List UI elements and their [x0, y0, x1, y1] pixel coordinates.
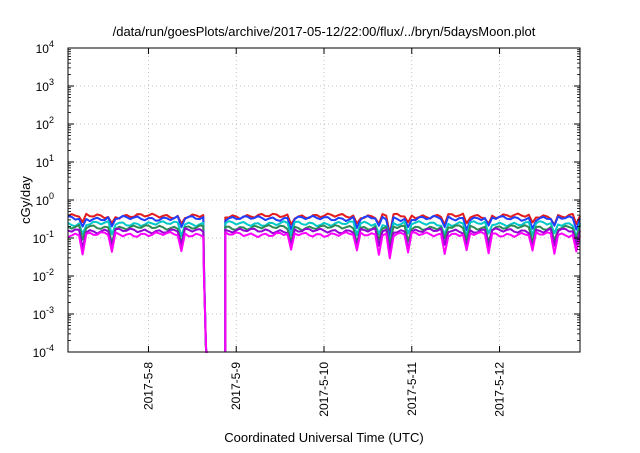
series-line — [67, 214, 581, 353]
x-tick-label: 2017-5-10 — [317, 362, 331, 417]
series-line — [67, 227, 581, 353]
y-tick-label: 104 — [36, 39, 54, 56]
series-lines — [67, 212, 581, 353]
x-tick-label: 2017-5-8 — [141, 362, 155, 410]
series-line — [67, 212, 581, 353]
y-tick-label: 10-2 — [33, 267, 54, 284]
y-tick-label: 101 — [36, 153, 54, 170]
chart-title: /data/run/goesPlots/archive/2017-05-12/2… — [113, 24, 536, 39]
y-tick-label: 103 — [36, 77, 54, 94]
y-axis: 10-4 10-3 10-2 10-1 100 101 102 103 104 — [33, 39, 580, 360]
x-tick-label: 2017-5-11 — [405, 362, 419, 416]
x-axis-label: Coordinated Universal Time (UTC) — [224, 430, 423, 445]
x-tick-label: 2017-5-9 — [229, 362, 243, 410]
x-tick-label: 2017-5-12 — [493, 362, 507, 417]
y-tick-label: 10-1 — [33, 229, 54, 246]
y-tick-label: 10-3 — [33, 305, 54, 322]
y-tick-label: 100 — [36, 191, 54, 208]
y-tick-label: 10-4 — [33, 343, 54, 360]
x-axis: 2017-5-8 2017-5-9 2017-5-10 2017-5-11 2017-5… — [141, 48, 507, 417]
grid-lines — [68, 48, 580, 352]
y-axis-label: cGy/day — [18, 176, 33, 224]
series-line — [67, 231, 581, 353]
y-tick-label: 102 — [36, 115, 54, 132]
series-line — [67, 224, 581, 353]
